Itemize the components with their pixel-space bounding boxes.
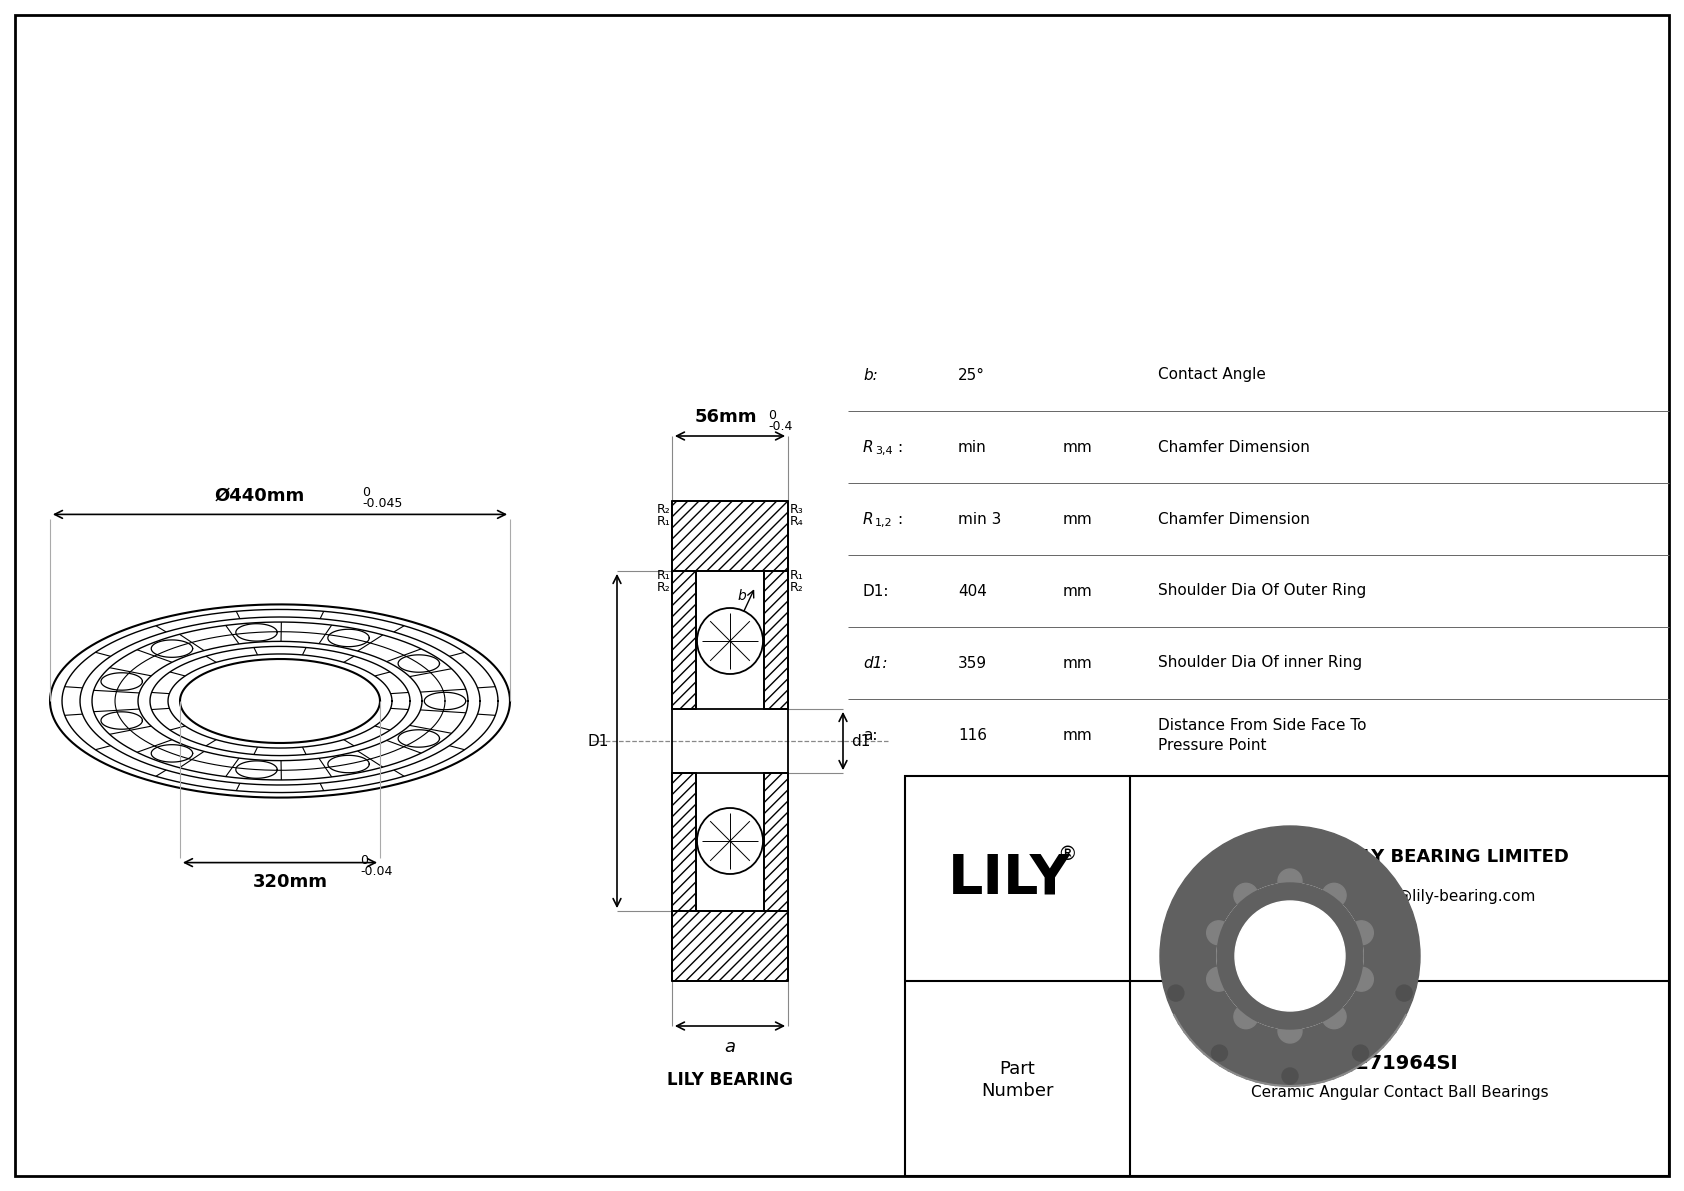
Text: R₂: R₂	[657, 581, 670, 594]
Text: R₂: R₂	[657, 503, 670, 516]
Circle shape	[1207, 967, 1231, 991]
Text: Shoulder Dia Of inner Ring: Shoulder Dia Of inner Ring	[1159, 655, 1362, 671]
Circle shape	[1349, 921, 1374, 944]
Text: a: a	[724, 1039, 736, 1056]
Text: SHANGHAI LILY BEARING LIMITED: SHANGHAI LILY BEARING LIMITED	[1231, 848, 1568, 866]
Text: d1: d1	[850, 734, 871, 748]
Text: D1:: D1:	[862, 584, 889, 599]
Text: mm: mm	[1063, 439, 1093, 455]
Circle shape	[1160, 827, 1420, 1086]
Text: Ø440mm: Ø440mm	[216, 486, 305, 505]
Circle shape	[697, 607, 763, 674]
Text: -0.045: -0.045	[362, 498, 402, 511]
Text: min 3: min 3	[958, 511, 1002, 526]
Circle shape	[1278, 1019, 1302, 1043]
Bar	[601, 411, 859, 1061]
Text: mm: mm	[1063, 655, 1093, 671]
Bar	[672, 773, 695, 911]
Text: d1:: d1:	[862, 655, 887, 671]
Text: mm: mm	[1063, 728, 1093, 742]
Bar	[904, 777, 1669, 1176]
Text: R₃: R₃	[790, 503, 803, 516]
Bar	[765, 570, 788, 709]
Text: R₄: R₄	[790, 515, 803, 528]
Circle shape	[1211, 1045, 1228, 1061]
Text: R: R	[862, 439, 874, 455]
Text: 25°: 25°	[958, 368, 985, 382]
Text: Shoulder Dia Of Outer Ring: Shoulder Dia Of Outer Ring	[1159, 584, 1366, 599]
Text: 359: 359	[958, 655, 987, 671]
Text: Chamfer Dimension: Chamfer Dimension	[1159, 511, 1310, 526]
Text: R₁: R₁	[790, 569, 803, 582]
Circle shape	[1322, 1005, 1346, 1029]
Circle shape	[1218, 883, 1362, 1029]
Text: D1: D1	[588, 734, 610, 748]
Bar	[672, 911, 788, 981]
Text: min: min	[958, 439, 987, 455]
Text: :: :	[898, 439, 903, 455]
Text: Distance From Side Face To: Distance From Side Face To	[1159, 718, 1366, 734]
Text: ®: ®	[1058, 844, 1078, 863]
Text: b: b	[738, 590, 746, 603]
Circle shape	[1322, 884, 1346, 908]
Text: a:: a:	[862, 728, 877, 742]
Text: R: R	[862, 511, 874, 526]
Text: R₁: R₁	[657, 515, 670, 528]
Text: LILY: LILY	[948, 852, 1071, 905]
Circle shape	[1234, 902, 1346, 1011]
Text: R₁: R₁	[657, 569, 670, 582]
Text: 116: 116	[958, 728, 987, 742]
Text: Chamfer Dimension: Chamfer Dimension	[1159, 439, 1310, 455]
Text: R₂: R₂	[790, 581, 803, 594]
Bar	[765, 773, 788, 911]
Text: Part: Part	[1000, 1060, 1036, 1078]
Text: 0: 0	[360, 854, 369, 867]
Circle shape	[697, 807, 763, 874]
Text: b:: b:	[862, 368, 877, 382]
Text: 320mm: 320mm	[253, 873, 327, 891]
Text: -0.4: -0.4	[768, 420, 793, 434]
Text: Number: Number	[982, 1081, 1054, 1099]
Text: mm: mm	[1063, 511, 1093, 526]
Text: :: :	[898, 511, 903, 526]
Text: 1,2: 1,2	[876, 518, 893, 528]
Text: Contact Angle: Contact Angle	[1159, 368, 1266, 382]
Circle shape	[1282, 1068, 1298, 1084]
Circle shape	[1234, 884, 1258, 908]
Text: 404: 404	[958, 584, 987, 599]
Circle shape	[1278, 869, 1302, 893]
Bar	[672, 501, 788, 570]
Text: LILY BEARING: LILY BEARING	[667, 1071, 793, 1089]
Bar	[672, 570, 695, 709]
Circle shape	[1234, 1005, 1258, 1029]
Text: 3,4: 3,4	[876, 445, 893, 456]
Circle shape	[1218, 883, 1362, 1029]
Circle shape	[1349, 967, 1374, 991]
Text: -0.04: -0.04	[360, 865, 392, 878]
Circle shape	[1207, 921, 1231, 944]
Text: 0: 0	[362, 486, 370, 499]
Text: Pressure Point: Pressure Point	[1159, 737, 1266, 753]
Circle shape	[1169, 985, 1184, 1002]
Text: Ceramic Angular Contact Ball Bearings: Ceramic Angular Contact Ball Bearings	[1251, 1085, 1548, 1100]
Circle shape	[1396, 985, 1413, 1002]
Text: CE71964SI: CE71964SI	[1340, 1054, 1458, 1073]
Text: 0: 0	[768, 409, 776, 422]
Text: Email: lilybearing@lily-bearing.com: Email: lilybearing@lily-bearing.com	[1263, 888, 1536, 904]
Text: 56mm: 56mm	[695, 409, 758, 426]
Text: mm: mm	[1063, 584, 1093, 599]
Circle shape	[1352, 1045, 1369, 1061]
